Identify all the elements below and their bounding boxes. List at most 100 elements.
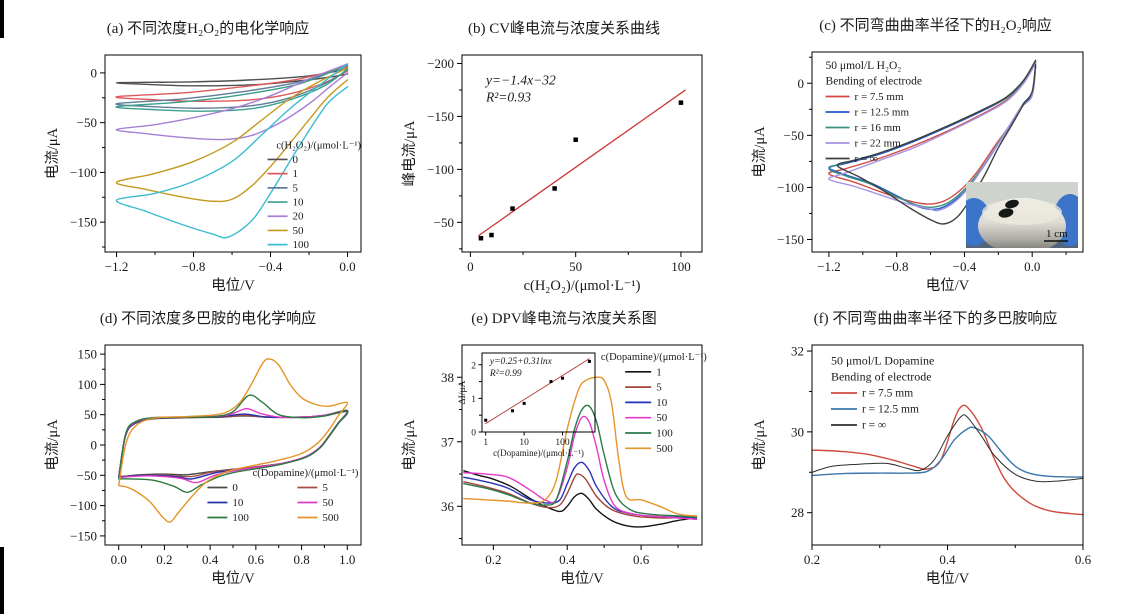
legend-text-line: 50 μmol/L Dopamine	[831, 354, 934, 368]
legend-item-label: 500	[656, 443, 673, 455]
legend-item-label: 100	[656, 428, 673, 440]
y-tick-label: 30	[791, 424, 804, 439]
annotation-line: R²=0.93	[485, 89, 531, 104]
subplot-title-f: (f) 不同弯曲曲率半径下的多巴胺响应	[814, 309, 1058, 327]
scale-bar-label: 1 cm	[1046, 228, 1068, 240]
x-tick-label: 0.0	[111, 552, 127, 567]
x-tick-label: 0.4	[559, 552, 576, 567]
y-axis-label-b: 峰电流/μA	[401, 120, 418, 186]
x-axis-label-d: 电位/V	[211, 570, 255, 587]
axes-frame-c	[811, 51, 1084, 253]
series-curve-e-50	[463, 415, 698, 520]
subplot-c: −1.2 −0.8 −0.4 0.0 0 −50 −100 −150 (c) 不同弯曲曲率半径下…	[751, 16, 1084, 294]
y-tick-label: 50	[84, 407, 97, 422]
x-axis-label-e: 电位/V	[560, 570, 604, 587]
subplot-title-c: (c) 不同弯曲曲率半径下的H₂O₂响应	[819, 16, 1052, 34]
series-curve-d-0	[118, 410, 349, 478]
subplot-e-inset: 1 10 100012c(Dopamine)/(μmol·L⁻¹)ΔI/μAy=0.…	[458, 352, 596, 458]
annotation-line: R²=0.99	[489, 369, 522, 379]
legend-text-line: Bending of electrode	[831, 370, 932, 384]
y-tick-label: −50	[434, 215, 454, 230]
series-curve-a-20	[115, 63, 349, 141]
y-tick-label: 2	[471, 361, 476, 371]
legend-item-label: 10	[232, 497, 244, 509]
x-tick-label: −0.4	[953, 259, 977, 274]
x-tick-label: −0.8	[182, 259, 206, 274]
y-tick-label: −150	[427, 109, 454, 124]
y-tick-label: −100	[427, 162, 454, 177]
electrode-photo-inset: 1 cm	[966, 182, 1078, 248]
legend-text-line: 50 μmol/L H₂O₂	[826, 60, 902, 72]
x-tick-label: −1.2	[105, 259, 129, 274]
x-tick-label: 1	[483, 438, 488, 448]
x-tick-label: 0.2	[485, 552, 501, 567]
legend-item-label: 500	[322, 512, 339, 524]
x-tick-label: 0.0	[339, 259, 355, 274]
legend-item-label: 5	[656, 382, 662, 394]
legend-item-label: 20	[293, 211, 305, 223]
legend-item-label: r = 7.5 mm	[862, 388, 913, 400]
y-axis-label-d: 电流/μA	[44, 419, 61, 471]
subplot-title-d: (d) 不同浓度多巴胺的电化学响应	[100, 309, 316, 327]
y-tick-label: 0	[798, 76, 805, 91]
x-tick-label: 100	[555, 438, 570, 448]
subplot-title-a: (a) 不同浓度H₂O₂的电化学响应	[107, 19, 310, 37]
y-tick-label: 100	[78, 377, 98, 392]
legend-item-label: 0	[232, 482, 238, 494]
legend-item-label: r = 12.5 mm	[862, 404, 919, 416]
legend-title-d: c(Dopamine)/(μmol·L⁻¹)	[253, 468, 359, 479]
x-tick-label: 0.6	[1075, 552, 1092, 567]
y-tick-label: 38	[441, 370, 454, 385]
legend-item-label: 5	[293, 182, 299, 194]
legend-item-label: 50	[322, 497, 334, 509]
x-axis-label-b: c(H₂O₂)/(μmol·L⁻¹)	[524, 278, 641, 294]
y-axis-label-f: 电流/μA	[751, 419, 768, 471]
legend-item-label: 10	[293, 197, 305, 209]
series-curve-d-100	[118, 394, 349, 493]
subplot-d: 0.0 0.2 0.4 0.6 0.8 1.0150100500−50−100−150(d…	[44, 309, 362, 587]
legend-title-a: c(H₂O₂)/(μmol·L⁻¹)	[276, 141, 361, 152]
axes-frame-e	[461, 344, 703, 546]
series-curve-e-100	[463, 404, 698, 518]
series-curve-a-100	[115, 63, 349, 239]
legend-text-line: Bending of electrode	[826, 76, 922, 88]
legend-item-label: 50	[293, 225, 305, 237]
axes-frame-b	[461, 54, 703, 253]
x-axis-label-c: 电位/V	[926, 277, 970, 294]
x-tick-label: 0.6	[633, 552, 650, 567]
x-tick-label: 0.4	[202, 552, 219, 567]
x-tick-label: 100	[671, 259, 691, 274]
y-tick-label: 32	[791, 344, 804, 359]
x-tick-label: 1.0	[339, 552, 355, 567]
legend-item-label: r = 22 mm	[855, 138, 902, 150]
page-edge-mark	[0, 0, 4, 38]
x-tick-label: 10	[519, 438, 529, 448]
x-tick-label: 0.2	[156, 552, 172, 567]
x-axis-label-e-inset: c(Dopamine)/(μmol·L⁻¹)	[493, 448, 584, 458]
data-point-e-inset	[522, 401, 526, 405]
x-tick-label: −1.2	[817, 259, 841, 274]
data-point-e-inset	[549, 380, 553, 384]
y-tick-label: 0	[471, 429, 476, 439]
series-curve-c-r=inf	[836, 59, 1037, 225]
legend-item-label: 100	[293, 239, 310, 251]
y-tick-label: 1	[471, 395, 476, 405]
series-curve-e-1	[463, 470, 698, 528]
legend-item-label: 100	[232, 512, 249, 524]
data-point-e-inset	[561, 376, 565, 380]
series-curve-d-500	[118, 358, 349, 523]
series-curve-f-r=7.5	[811, 404, 1084, 516]
legend-item-label: 5	[322, 482, 328, 494]
legend-item-label: 1	[293, 168, 299, 180]
legend-item-label: r = ∞	[862, 420, 886, 432]
electrode-dot-1	[1005, 199, 1019, 209]
y-tick-label: 36	[441, 499, 455, 514]
legend-item-label: 0	[293, 154, 299, 166]
legend-item-label: r = 16 mm	[855, 122, 902, 134]
series-curve-b-fit-line	[478, 89, 686, 237]
legend-item-label: 50	[656, 412, 668, 424]
x-tick-label: 0.4	[939, 552, 956, 567]
y-tick-label: −50	[784, 128, 804, 143]
series-curve-a-10	[115, 64, 349, 112]
